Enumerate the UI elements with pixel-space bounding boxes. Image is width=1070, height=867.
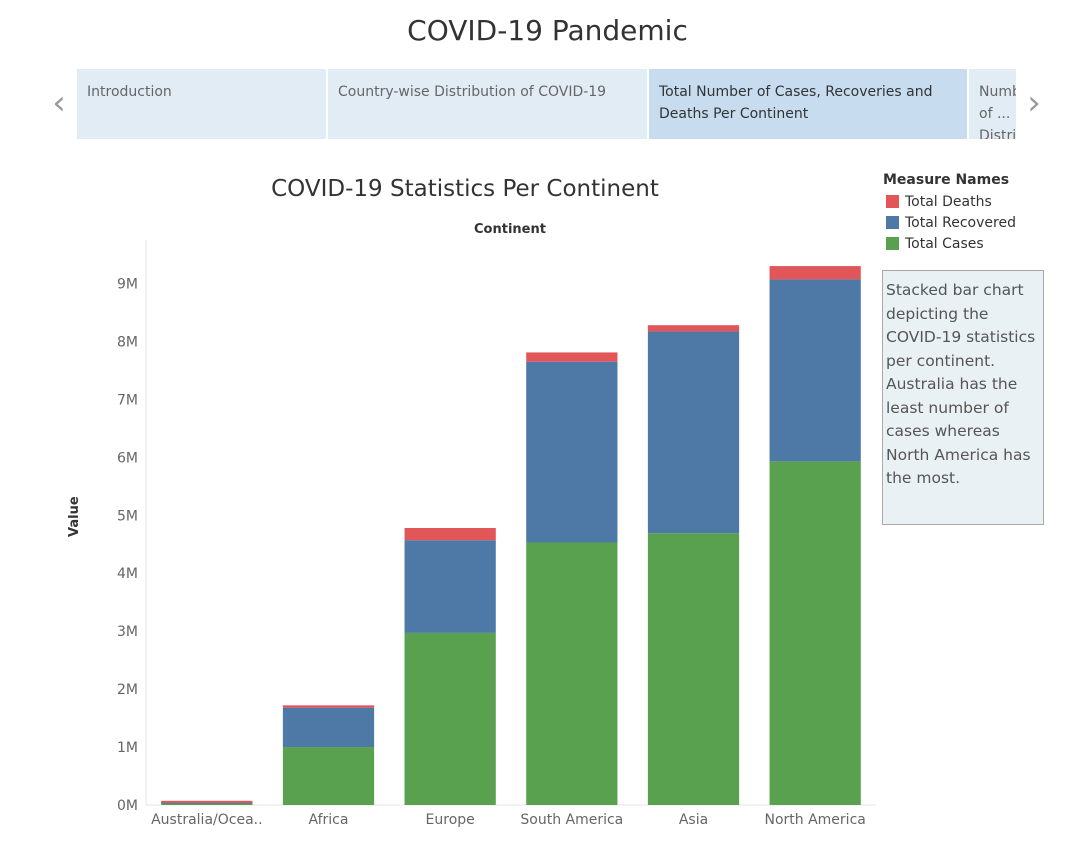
bar-total-cases — [769, 461, 861, 805]
story-tab-country-wise[interactable]: Country-wise Distribution of COVID-19 — [328, 69, 647, 139]
x-axis-title: Continent — [474, 222, 546, 237]
y-tick-label: 5M — [117, 508, 138, 524]
chart-title: COVID-19 Statistics Per Continent — [271, 176, 659, 202]
bar-total-cases — [282, 747, 375, 805]
bar-total-deaths — [526, 352, 618, 362]
bar-total-recovered — [404, 540, 496, 633]
x-tick-label: North America — [764, 812, 865, 828]
y-tick-label: 1M — [117, 740, 138, 756]
legend-item-deaths[interactable]: Total Deaths — [883, 191, 1063, 212]
y-tick-label: 8M — [117, 334, 138, 350]
x-tick-label: Asia — [679, 812, 708, 828]
bar-total-deaths — [647, 325, 740, 332]
chart-plot: 0M 1M 2M 3M 4M 5M 6M 7M 8M 9M Australia/Ocea.. Afri… — [117, 240, 876, 828]
y-tick-label: 7M — [117, 392, 138, 408]
bar-total-cases — [647, 533, 740, 805]
legend-item-recovered[interactable]: Total Recovered — [883, 212, 1063, 233]
annotation-box: Stacked bar chart depicting the COVID-19… — [882, 270, 1044, 525]
bar-total-cases — [526, 542, 618, 805]
bar-total-cases — [404, 632, 496, 805]
y-tick-label: 6M — [117, 450, 138, 466]
story-title: COVID-19 Pandemic — [407, 14, 688, 47]
bar-total-recovered — [526, 361, 618, 543]
legend-label-cases: Total Cases — [905, 235, 984, 252]
legend-swatch-recovered — [886, 216, 899, 229]
y-tick-label: 3M — [117, 624, 138, 640]
x-tick-label: South America — [520, 812, 623, 828]
bar-total-deaths — [404, 528, 496, 541]
y-tick-label: 2M — [117, 682, 138, 698]
legend-title: Measure Names — [883, 172, 1010, 188]
bar-total-recovered — [282, 707, 375, 748]
y-tick-label: 4M — [117, 566, 138, 582]
previous-arrow-icon[interactable]: ‹ — [52, 83, 66, 123]
next-arrow-icon[interactable]: › — [1027, 83, 1041, 123]
bar-total-deaths — [769, 266, 861, 280]
y-tick-label: 9M — [117, 276, 138, 292]
legend: Measure Names Total Deaths Total Recover… — [883, 172, 1063, 254]
legend-swatch-cases — [886, 237, 899, 250]
bar-total-recovered — [647, 331, 740, 534]
bar-total-recovered — [769, 279, 861, 462]
legend-label-deaths: Total Deaths — [905, 193, 992, 210]
legend-item-cases[interactable]: Total Cases — [883, 233, 1063, 254]
story-tab-introduction[interactable]: Introduction — [77, 69, 326, 139]
x-tick-label: Africa — [309, 812, 349, 828]
bar-total-deaths — [282, 705, 375, 708]
bar-total-cases — [161, 803, 253, 805]
story-tab-per-continent[interactable]: Total Number of Cases, Recoveries and De… — [649, 69, 967, 139]
x-tick-label: Australia/Ocea.. — [151, 812, 262, 828]
legend-label-recovered: Total Recovered — [905, 214, 1016, 231]
legend-swatch-deaths — [886, 195, 899, 208]
x-tick-label: Europe — [426, 812, 475, 828]
story-tab-strip: Introduction Country-wise Distribution o… — [77, 69, 1016, 139]
story-tab-next[interactable]: Number of ... Distribution ... — [969, 69, 1016, 139]
y-tick-label: 0M — [117, 798, 138, 814]
bar-total-deaths — [161, 800, 253, 803]
